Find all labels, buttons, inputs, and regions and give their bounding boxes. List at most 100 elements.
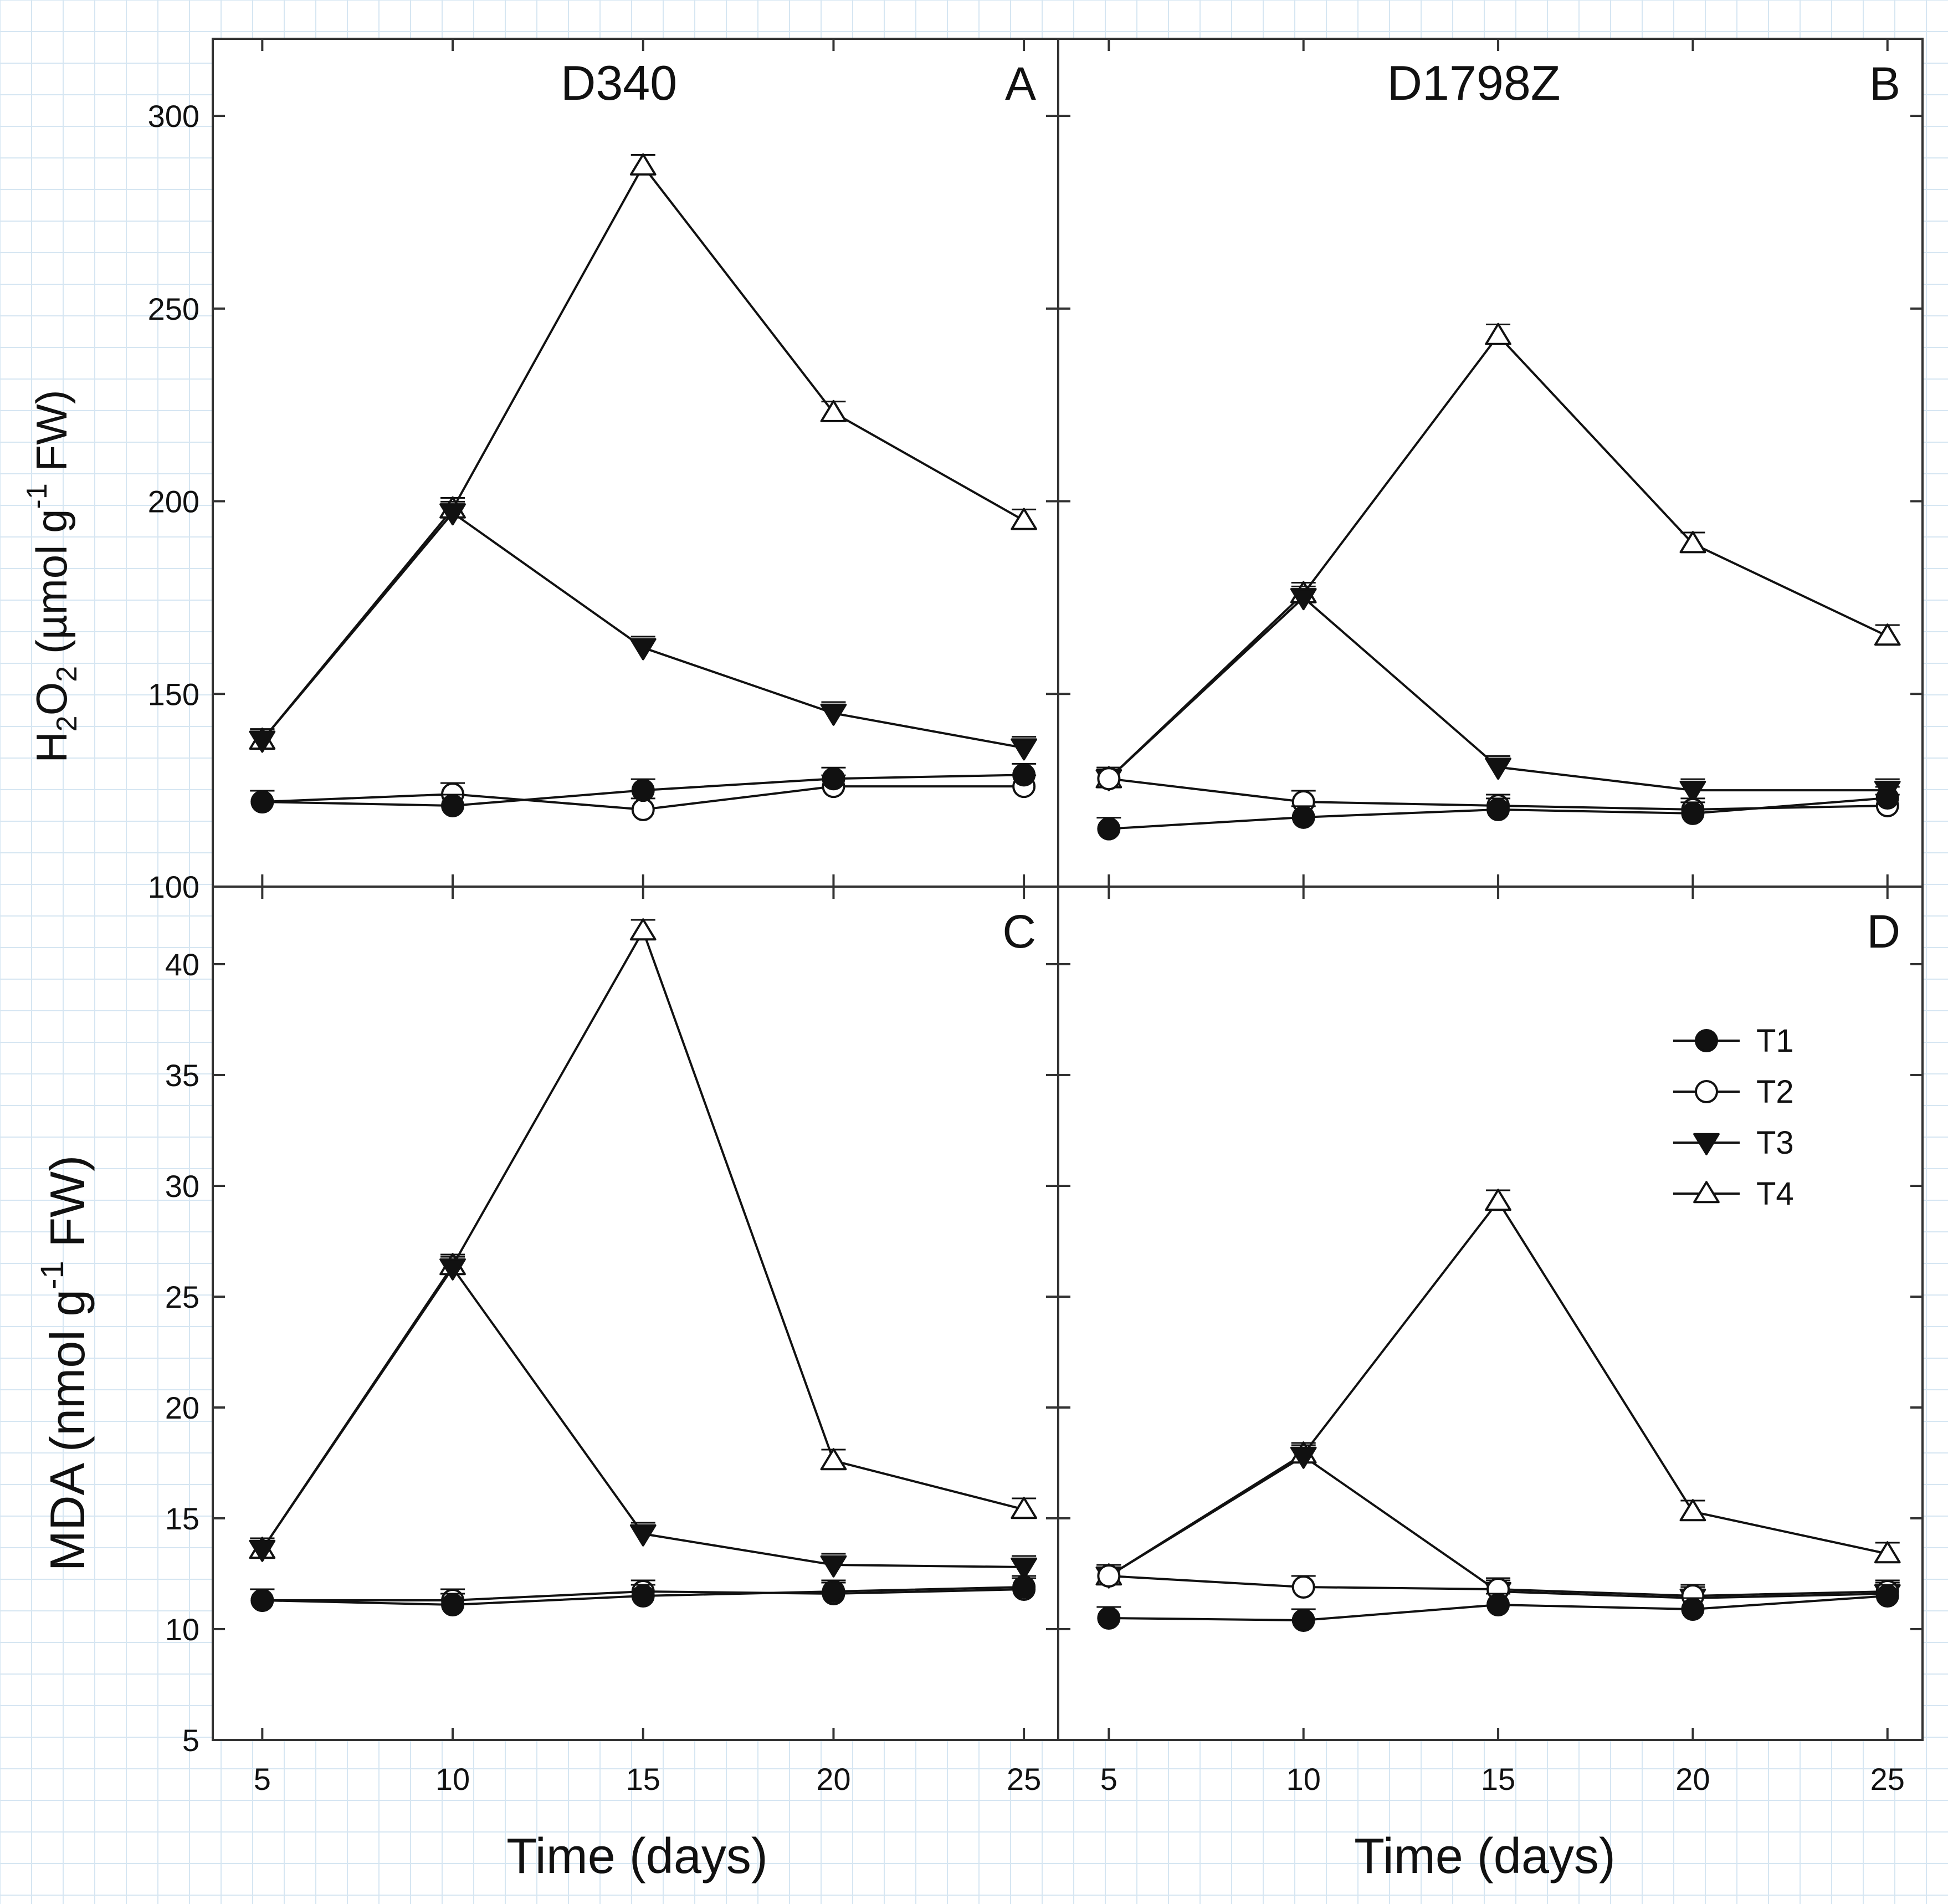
legend-marker-t1 bbox=[1695, 1029, 1718, 1052]
y-tick-label-a: 150 bbox=[148, 677, 199, 712]
data-point-c-t1 bbox=[822, 1580, 845, 1603]
mda-sup: -1 bbox=[34, 1261, 70, 1289]
data-point-c-t3 bbox=[1011, 1557, 1037, 1580]
mda-unit-open: MDA (nmol g bbox=[40, 1289, 95, 1572]
data-point-a-t1 bbox=[441, 794, 465, 817]
data-point-a-t1 bbox=[1012, 763, 1036, 787]
legend-label-t2: T2 bbox=[1756, 1074, 1794, 1110]
panel-letter-a: A bbox=[1005, 58, 1036, 110]
data-point-b-t4 bbox=[1485, 323, 1511, 345]
y-tick-label-c: 10 bbox=[165, 1612, 199, 1647]
data-point-a-t4 bbox=[820, 400, 847, 422]
y-tick-label-c: 15 bbox=[165, 1501, 199, 1536]
y-tick-label-c: 25 bbox=[165, 1279, 199, 1314]
h2o2-h: H bbox=[27, 731, 76, 762]
h2o2-unit-close: FW) bbox=[27, 390, 76, 483]
legend-label-t3: T3 bbox=[1756, 1125, 1794, 1161]
data-point-c-t3 bbox=[820, 1555, 847, 1578]
y-tick-label-c: 20 bbox=[165, 1390, 199, 1425]
y-tick-label-c: 40 bbox=[165, 947, 199, 982]
panel-letter-d: D bbox=[1867, 905, 1900, 958]
data-point-a-t4 bbox=[629, 153, 657, 176]
axes bbox=[212, 38, 1924, 1741]
data-point-d-t1 bbox=[1097, 1606, 1121, 1630]
data-point-c-t3 bbox=[439, 1258, 466, 1281]
data-point-b-t1 bbox=[1097, 817, 1121, 841]
data-point-b-t4 bbox=[1679, 531, 1706, 554]
h2o2-unit-open: (µmol g bbox=[27, 509, 76, 666]
h2o2-o: O bbox=[27, 682, 76, 716]
legend-marker-t2 bbox=[1695, 1080, 1718, 1103]
y-tick-label-a: 250 bbox=[148, 291, 199, 326]
x-tick-label-c: 10 bbox=[435, 1762, 470, 1796]
y-tick-label-a: 100 bbox=[148, 869, 199, 904]
x-tick-label-d: 5 bbox=[1100, 1762, 1117, 1796]
data-point-b-t1 bbox=[1486, 797, 1510, 821]
data-point-a-t2 bbox=[631, 797, 655, 821]
data-point-c-t1 bbox=[1012, 1575, 1036, 1599]
data-point-d-t1 bbox=[1875, 1584, 1899, 1608]
legend-label-t4: T4 bbox=[1756, 1176, 1794, 1212]
panel-b-h2o2-d1798z: D1798Z B bbox=[1058, 39, 1923, 888]
data-point-d-t4 bbox=[1679, 1499, 1706, 1522]
data-point-a-t3 bbox=[1011, 738, 1037, 761]
x-tick-label-d: 10 bbox=[1286, 1762, 1321, 1796]
x-tick-label-d: 15 bbox=[1481, 1762, 1515, 1796]
x-tick-label-c: 25 bbox=[1007, 1762, 1041, 1796]
panel-d-mda-d1798z: D 5 10 15 20 25 bbox=[1058, 887, 1923, 1796]
h2o2-sub2: 2 bbox=[51, 666, 83, 682]
y-axis-title-h2o2: H2O2 (µmol g-1 FW) bbox=[21, 390, 83, 762]
data-point-c-t1 bbox=[441, 1593, 465, 1616]
data-point-a-t4 bbox=[1011, 508, 1037, 530]
x-tick-label-d: 25 bbox=[1870, 1762, 1905, 1796]
data-point-b-t4 bbox=[1874, 623, 1901, 646]
y-axis-title-mda: MDA (nmol g-1 FW) bbox=[34, 1155, 95, 1572]
data-point-a-t3 bbox=[439, 503, 466, 526]
data-point-b-t1 bbox=[1681, 801, 1705, 825]
data-point-b-t1 bbox=[1875, 786, 1899, 810]
data-point-a-t3 bbox=[820, 703, 847, 726]
data-point-b-t1 bbox=[1291, 805, 1315, 829]
data-point-c-t3 bbox=[249, 1539, 276, 1562]
data-point-c-t3 bbox=[629, 1524, 657, 1547]
data-point-c-t4 bbox=[1011, 1497, 1037, 1519]
data-point-c-t1 bbox=[250, 1589, 274, 1612]
data-point-d-t2 bbox=[1291, 1575, 1315, 1599]
y-tick-label-c: 35 bbox=[165, 1058, 199, 1093]
data-point-a-t3 bbox=[249, 730, 276, 753]
panel-letter-b: B bbox=[1869, 58, 1900, 110]
data-point-d-t1 bbox=[1291, 1609, 1315, 1632]
legend: T1 T2 T3 T4 bbox=[1673, 1023, 1794, 1212]
data-point-d-t2 bbox=[1097, 1564, 1121, 1588]
data-point-d-t1 bbox=[1681, 1598, 1705, 1621]
outer-frame bbox=[212, 38, 1924, 1741]
data-point-b-t3 bbox=[1485, 757, 1511, 780]
data-point-d-t3 bbox=[1290, 1446, 1317, 1469]
x-axis-title-left: Time (days) bbox=[506, 1829, 768, 1884]
panel-title-a: D340 bbox=[561, 55, 677, 110]
data-point-a-t1 bbox=[822, 767, 845, 791]
data-point-b-t3 bbox=[1290, 588, 1317, 611]
h2o2-sup: -1 bbox=[21, 483, 53, 509]
data-point-b-t3 bbox=[1679, 780, 1706, 803]
legend-marker-t4 bbox=[1693, 1181, 1720, 1204]
data-point-c-t1 bbox=[631, 1584, 655, 1608]
x-tick-label-c: 15 bbox=[626, 1762, 660, 1796]
data-point-b-t2 bbox=[1097, 767, 1121, 791]
y-tick-label-a: 300 bbox=[148, 99, 199, 134]
y-tick-label-c: 5 bbox=[182, 1723, 199, 1758]
h2o2-sub1: 2 bbox=[51, 715, 83, 731]
data-point-a-t3 bbox=[629, 638, 657, 661]
panel-a-h2o2-d340: D340 A 100 150 200 250 300 bbox=[148, 39, 1058, 904]
panel-letter-c: C bbox=[1002, 905, 1036, 958]
data-point-a-t1 bbox=[250, 790, 274, 813]
panel-title-b: D1798Z bbox=[1387, 55, 1560, 110]
x-tick-label-d: 20 bbox=[1675, 1762, 1710, 1796]
x-tick-label-c: 20 bbox=[816, 1762, 850, 1796]
x-tick-label-c: 5 bbox=[254, 1762, 271, 1796]
data-point-c-t4 bbox=[629, 918, 657, 941]
y-tick-label-a: 200 bbox=[148, 484, 199, 519]
x-axis-title-right: Time (days) bbox=[1354, 1829, 1616, 1884]
